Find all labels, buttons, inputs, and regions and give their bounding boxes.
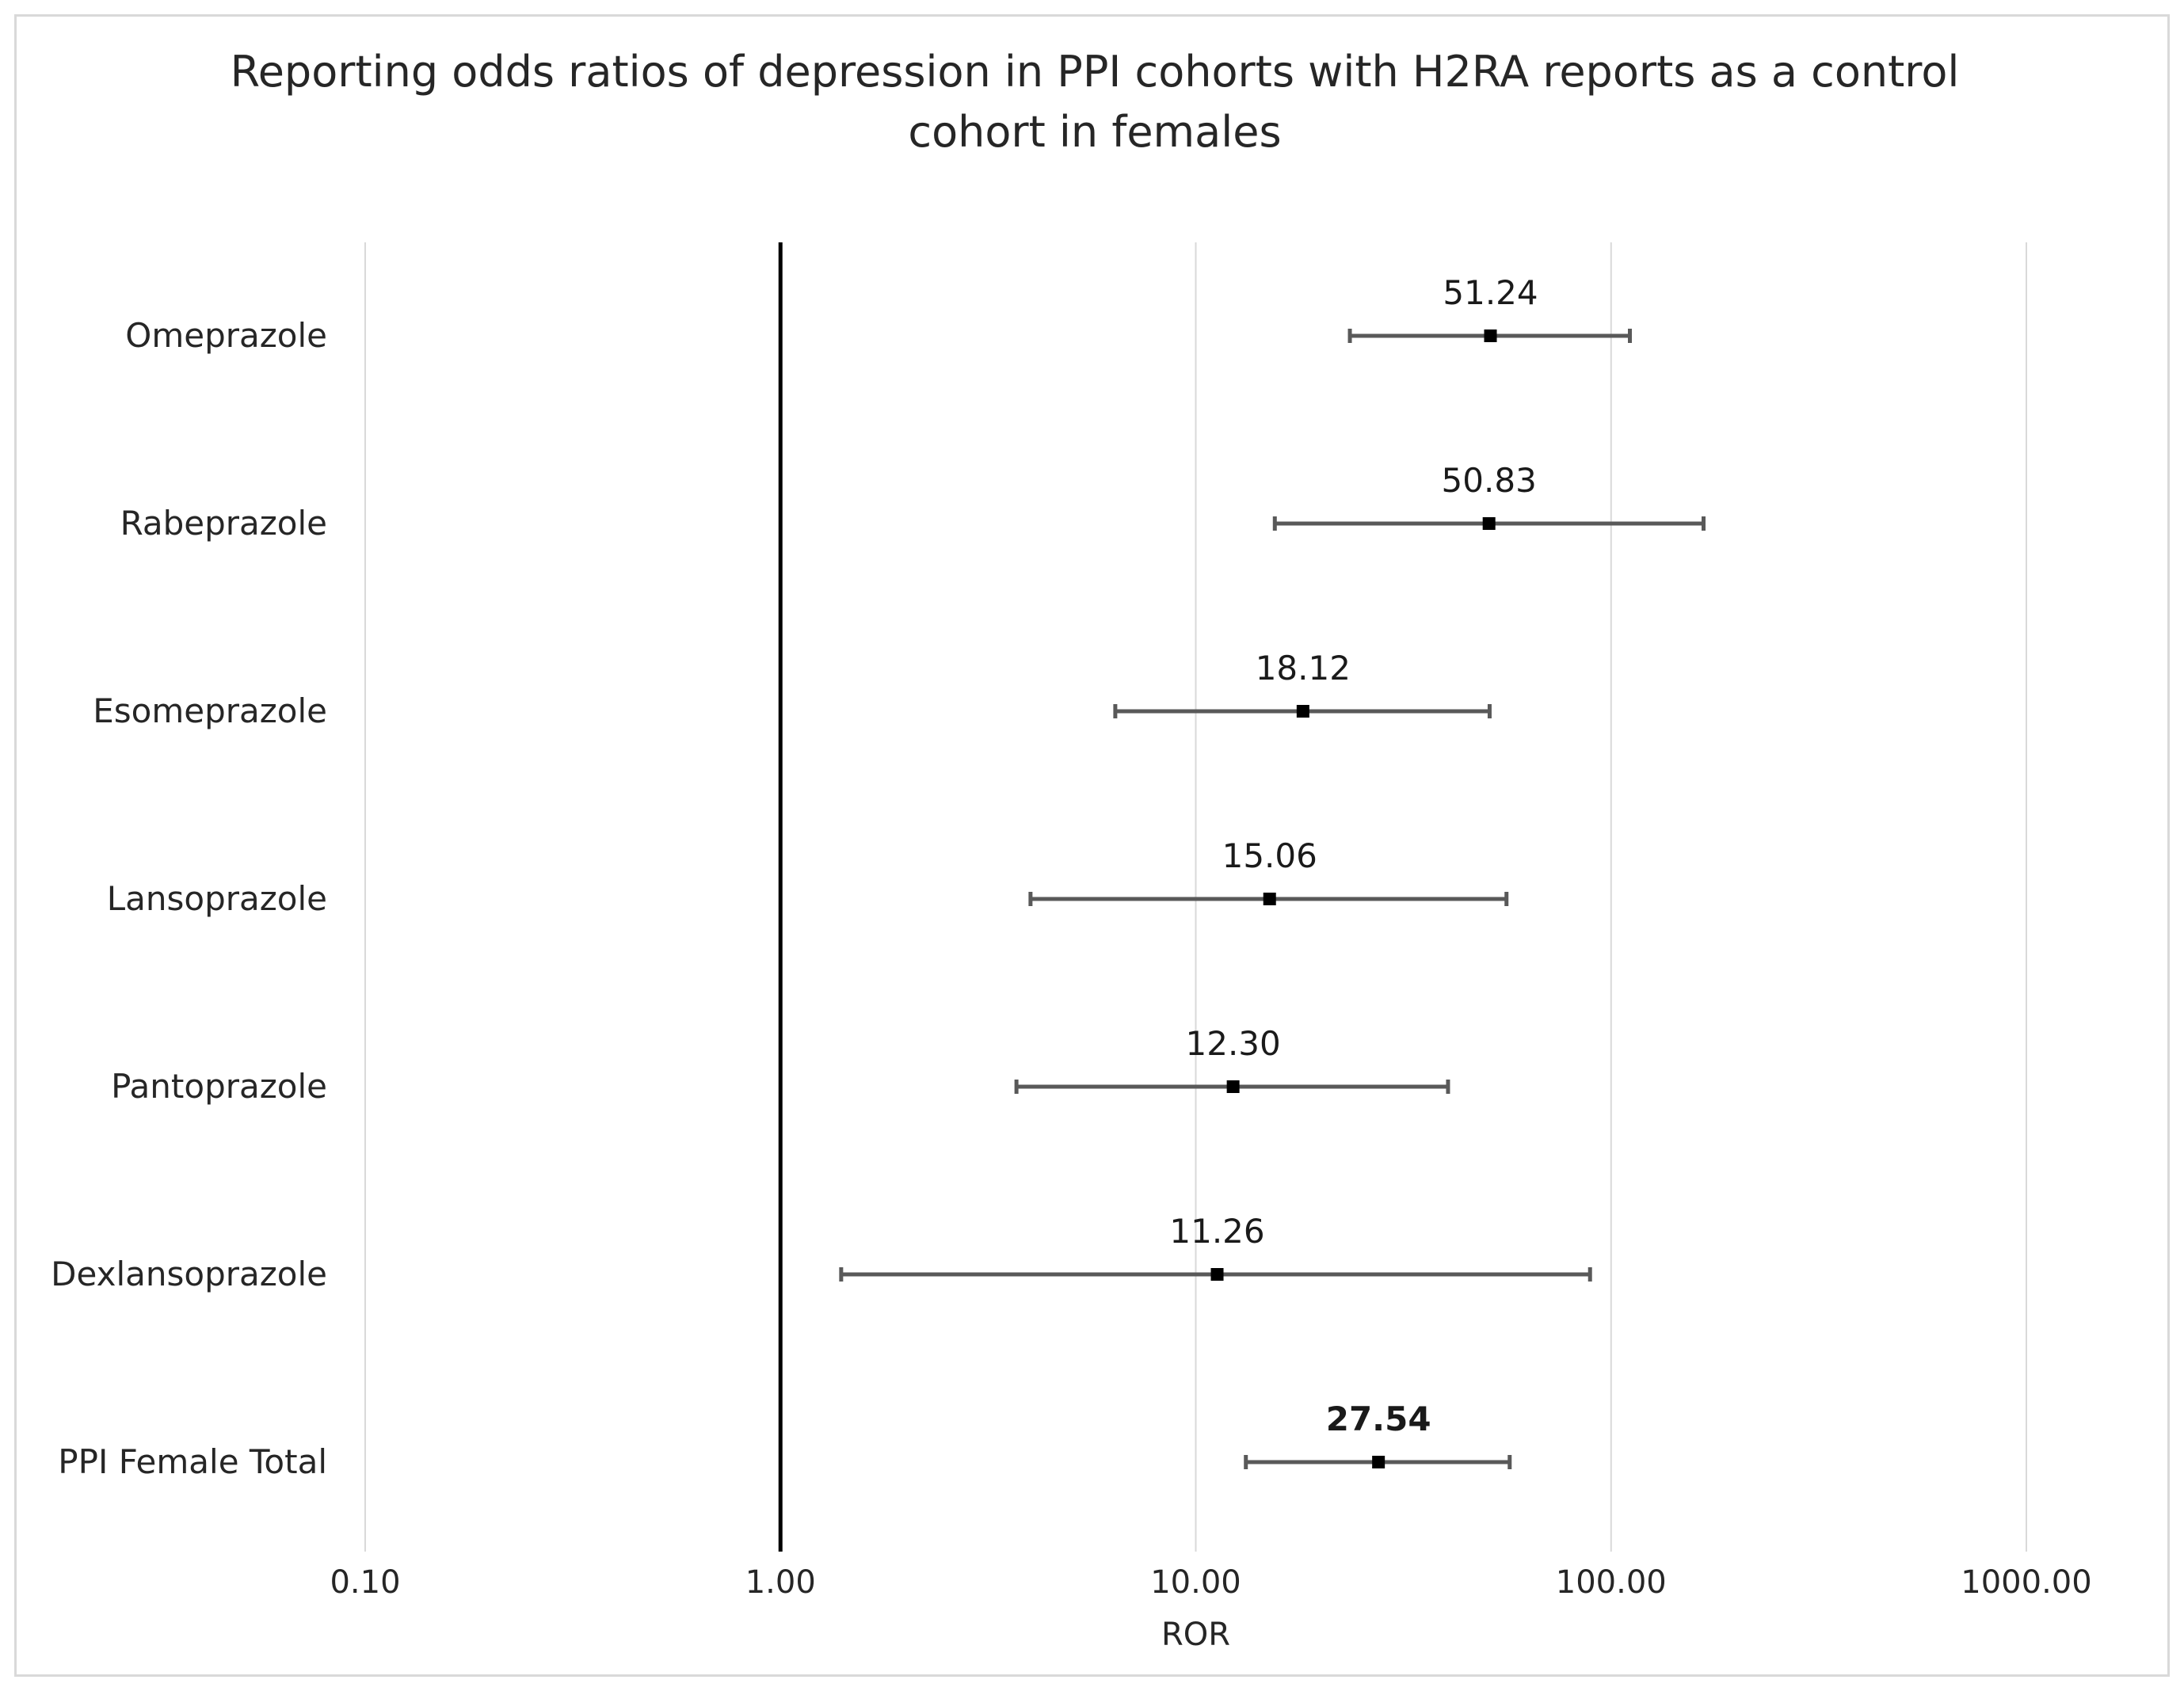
data-point	[1484, 329, 1497, 342]
data-row: 50.83	[1272, 461, 1706, 531]
category-label: Dexlansoprazole	[51, 1255, 327, 1293]
x-tick-label: 100.00	[1556, 1564, 1667, 1601]
data-marks: 51.24 50.83 18.12 15.06 12.30 11.26 27.54	[839, 273, 1706, 1469]
data-label: 18.12	[1256, 649, 1351, 687]
data-point	[1210, 1268, 1224, 1281]
gridlines	[364, 242, 2027, 1552]
x-axis-title: ROR	[1161, 1617, 1230, 1653]
x-tick-label: 1.00	[745, 1564, 816, 1601]
x-axis-title-group: ROR	[1161, 1617, 1230, 1653]
data-point	[1372, 1456, 1385, 1468]
chart-svg: Reporting odds ratios of depression in P…	[51, 47, 2092, 1653]
data-point	[1296, 705, 1309, 718]
data-label: 15.06	[1222, 836, 1317, 875]
category-label: Rabeprazole	[120, 504, 327, 543]
data-label: 11.26	[1169, 1212, 1264, 1251]
chart-title-line-2: cohort in females	[908, 107, 1281, 157]
data-row: 12.30	[1014, 1024, 1450, 1094]
category-label: Lansoprazole	[107, 879, 327, 918]
data-row: 11.26	[839, 1212, 1592, 1282]
data-point	[1226, 1080, 1240, 1093]
data-row: 51.24	[1347, 273, 1633, 343]
data-label: 12.30	[1186, 1024, 1281, 1063]
data-label: 51.24	[1443, 273, 1538, 312]
data-point	[1482, 517, 1496, 530]
data-label: 27.54	[1326, 1400, 1431, 1438]
x-tick-label: 1000.00	[1961, 1564, 2091, 1601]
chart-title-line-1: Reporting odds ratios of depression in P…	[231, 47, 1960, 97]
category-label: Pantoprazole	[111, 1067, 327, 1106]
category-label: PPI Female Total	[58, 1442, 327, 1481]
category-labels: Omeprazole Rabeprazole Esomeprazole Lansopr…	[51, 316, 327, 1481]
x-tick-label: 0.10	[330, 1564, 400, 1601]
chart-title: Reporting odds ratios of depression in P…	[231, 47, 1960, 157]
category-label: Omeprazole	[125, 316, 327, 355]
category-label: Esomeprazole	[93, 691, 327, 730]
x-tick-labels: 0.10 1.00 10.00 100.00 1000.00	[330, 1564, 2091, 1601]
data-row: 15.06	[1028, 836, 1509, 906]
x-tick-label: 10.00	[1150, 1564, 1241, 1601]
data-point	[1263, 893, 1276, 905]
data-row: 18.12	[1113, 649, 1492, 718]
data-label: 50.83	[1442, 461, 1537, 500]
data-row: 27.54	[1244, 1400, 1512, 1469]
chart-frame: Reporting odds ratios of depression in P…	[14, 14, 2170, 1677]
